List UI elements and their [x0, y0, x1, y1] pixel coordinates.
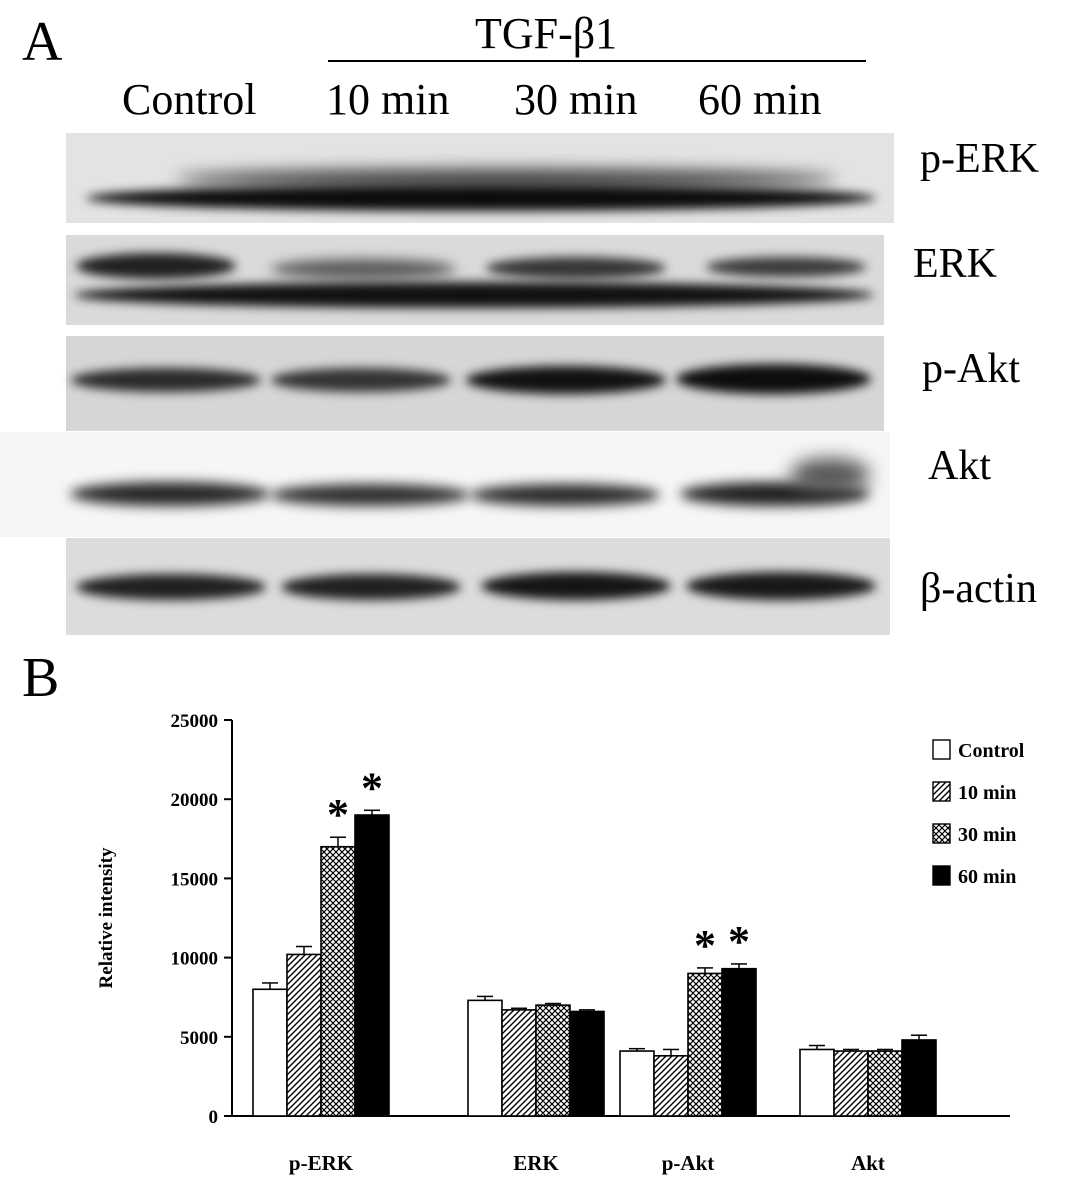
blot-strip-erk	[66, 235, 884, 325]
bar-erk-control	[467, 999, 503, 1117]
legend-label-60-min: 60 min	[958, 866, 1016, 888]
bar-p-erk-control	[252, 988, 288, 1117]
row-label-akt: Akt	[928, 443, 991, 489]
blot-strip-p-akt	[66, 336, 884, 431]
legend-label-30-min: 30 min	[958, 824, 1016, 846]
x-tick-label-erk: ERK	[513, 1151, 559, 1175]
bar-akt-control	[799, 1048, 835, 1117]
bar-p-akt-10-min	[653, 1055, 689, 1117]
significance-asterisk: *	[694, 921, 716, 970]
lane-label-10min: 10 min	[326, 75, 450, 124]
y-tick-label: 20000	[171, 790, 219, 811]
row-label-erk: ERK	[913, 241, 997, 287]
bar-p-erk-60-min	[354, 814, 390, 1117]
legend-label-control: Control	[958, 740, 1025, 762]
lane-label-control: Control	[122, 75, 257, 124]
bar-akt-10-min	[833, 1050, 869, 1117]
blot-strip-akt	[0, 432, 890, 537]
legend-swatch-10-min	[932, 781, 951, 802]
row-label-p-erk: p-ERK	[920, 136, 1039, 182]
blot-strip-p-erk	[66, 133, 894, 223]
treatment-bracket-line	[328, 60, 866, 62]
bar-akt-60-min	[901, 1039, 937, 1117]
significance-asterisk: *	[728, 917, 750, 966]
y-tick-label: 25000	[171, 711, 219, 732]
bar-p-akt-60-min	[721, 967, 757, 1117]
y-tick-label: 0	[209, 1107, 219, 1128]
lane-label-60min: 60 min	[698, 75, 822, 124]
significance-asterisk: *	[361, 763, 383, 812]
x-tick-label-p-akt: p-Akt	[662, 1151, 715, 1175]
legend-swatch-60-min	[932, 865, 951, 886]
legend-swatch-30-min	[932, 823, 951, 844]
bar-erk-60-min	[569, 1010, 605, 1117]
bar-akt-30-min	[867, 1050, 903, 1117]
legend-label-10-min: 10 min	[958, 782, 1016, 804]
panel-b-letter: B	[22, 647, 60, 709]
y-tick-label: 5000	[180, 1028, 218, 1049]
bar-erk-30-min	[535, 1004, 571, 1117]
y-tick-label: 10000	[171, 949, 219, 970]
treatment-label: TGF-β1	[475, 9, 618, 58]
y-axis-label: Relative intensity	[96, 847, 117, 988]
bar-p-erk-10-min	[286, 953, 322, 1117]
y-tick-label: 15000	[171, 869, 219, 890]
significance-asterisk: *	[327, 790, 349, 839]
legend-swatch-control	[932, 739, 951, 760]
row-label-beta-actin: β-actin	[920, 566, 1037, 612]
bar-erk-10-min	[501, 1009, 537, 1117]
x-tick-label-akt: Akt	[851, 1151, 885, 1175]
blot-strip-beta-actin	[66, 538, 890, 635]
bar-p-akt-control	[619, 1050, 655, 1117]
lane-label-30min: 30 min	[514, 75, 638, 124]
x-tick-label-p-erk: p-ERK	[289, 1151, 354, 1175]
bar-p-akt-30-min	[687, 972, 723, 1117]
bar-p-erk-30-min	[320, 845, 356, 1117]
panel-a-letter: A	[22, 11, 63, 73]
row-label-p-akt: p-Akt	[922, 346, 1020, 392]
